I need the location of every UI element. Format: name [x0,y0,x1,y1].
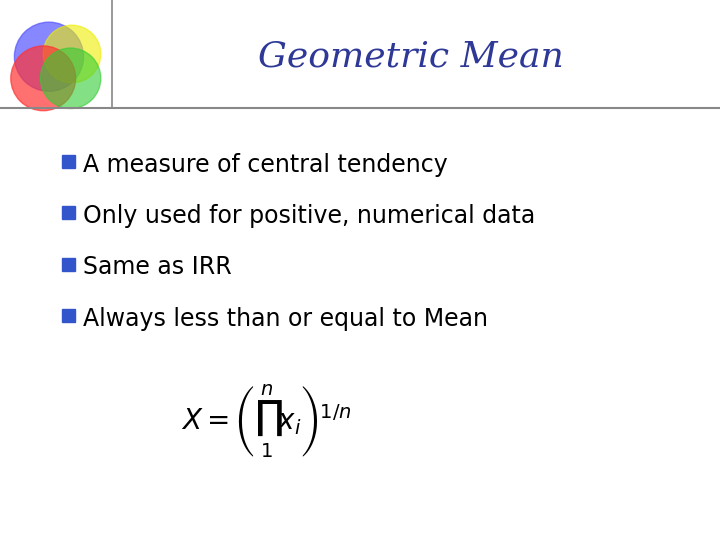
Ellipse shape [43,25,101,83]
FancyBboxPatch shape [62,206,75,219]
Ellipse shape [40,48,101,109]
FancyBboxPatch shape [62,155,75,168]
Text: Geometric Mean: Geometric Mean [258,40,563,73]
Ellipse shape [11,46,76,111]
Text: Same as IRR: Same as IRR [83,255,232,279]
Ellipse shape [14,22,84,91]
FancyBboxPatch shape [62,309,75,322]
Text: $\mathit{X} = \left(\prod_{1}^{n} x_i\right)^{1/n}$: $\mathit{X} = \left(\prod_{1}^{n} x_i\ri… [181,382,351,460]
Text: Only used for positive, numerical data: Only used for positive, numerical data [83,204,535,228]
Text: Always less than or equal to Mean: Always less than or equal to Mean [83,307,488,330]
Text: A measure of central tendency: A measure of central tendency [83,153,448,177]
FancyBboxPatch shape [62,258,75,271]
